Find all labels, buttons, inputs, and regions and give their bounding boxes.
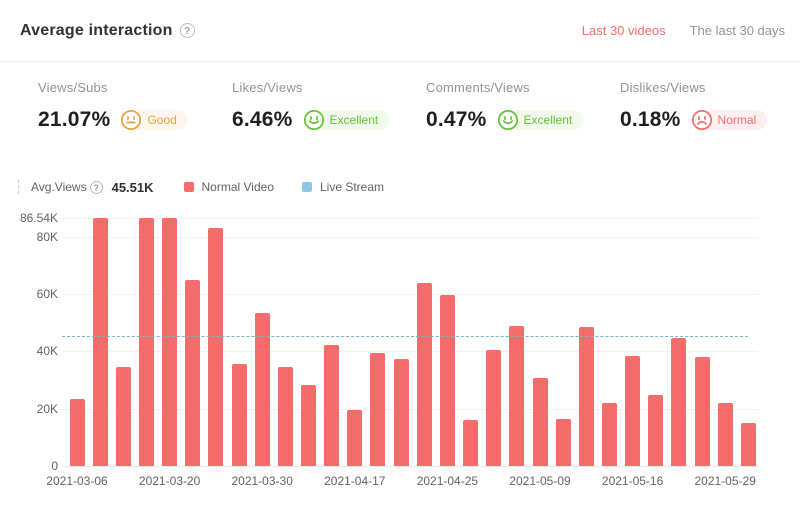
rating-label: Excellent [312, 110, 390, 130]
y-axis-tick-label: 80K [36, 229, 58, 244]
gridline [62, 408, 758, 410]
chart-bar[interactable] [509, 325, 525, 466]
stat-comments-views: Comments/Views 0.47% Excellent [426, 80, 620, 132]
chart-bar[interactable] [185, 279, 201, 466]
chart-bar[interactable] [671, 337, 687, 466]
rating-badge: Normal [691, 109, 768, 131]
stat-label: Dislikes/Views [620, 80, 706, 95]
happy-face-icon [497, 109, 519, 131]
gridline [62, 236, 758, 238]
chart-bar[interactable] [578, 326, 594, 466]
chart-bar[interactable] [208, 228, 224, 466]
y-axis-tick-label: 0 [51, 459, 58, 473]
chart-bar[interactable] [694, 357, 710, 466]
legend-label: Live Stream [320, 180, 385, 194]
chart-bar[interactable] [416, 282, 432, 466]
x-axis-tick-label: 2021-03-30 [231, 474, 293, 488]
stat-value: 0.18% [620, 108, 681, 131]
chart-bar[interactable] [254, 312, 270, 466]
stat-label: Likes/Views [232, 80, 303, 95]
chart-bar[interactable] [301, 384, 316, 466]
happy-face-icon [303, 109, 325, 131]
page-title: Average interaction [20, 21, 173, 39]
rating-label: Good [130, 110, 188, 130]
chart-bar[interactable] [486, 349, 502, 466]
stats-row: Views/Subs 21.07% Good Likes/Views 6.46%… [38, 80, 800, 132]
range-tabs: Last 30 videos The last 30 days [582, 23, 785, 38]
y-axis-tick-label: 60K [36, 287, 58, 302]
panel-header: Average interaction ? Last 30 videos The… [0, 0, 800, 62]
live-stream-swatch-icon [302, 182, 312, 192]
avg-views-label: Avg.Views [31, 180, 87, 194]
legend-item-normal-video[interactable]: Normal Video [183, 180, 274, 194]
stat-likes-views: Likes/Views 6.46% Excellent [232, 80, 426, 132]
sad-face-icon [691, 109, 713, 131]
rating-badge: Good [120, 109, 188, 131]
x-axis-tick-label: 2021-04-25 [416, 474, 479, 488]
chart-bar[interactable] [393, 359, 409, 466]
gridline [62, 351, 758, 353]
chart-bar[interactable] [717, 403, 733, 466]
normal-video-swatch-icon [183, 182, 194, 192]
gridline [62, 294, 758, 296]
rating-badge: Excellent [497, 109, 584, 131]
chart-bar[interactable] [115, 367, 131, 466]
chart-bar[interactable] [138, 218, 154, 466]
gridline [62, 218, 758, 219]
chart-bar[interactable] [625, 355, 641, 466]
chart-bar[interactable] [324, 345, 340, 466]
stat-value: 6.46% [232, 108, 293, 131]
views-bar-chart: 0 20K 40K 60K 80K 86.54K 2021-03-06 2021-03-20 2… [0, 204, 800, 504]
chart-bar[interactable] [231, 364, 247, 466]
x-axis-tick-label: 2021-05-29 [694, 474, 756, 488]
chart-bar[interactable] [69, 398, 85, 466]
x-axis-line [62, 466, 758, 467]
rating-label: Excellent [506, 110, 584, 130]
avg-views-line [62, 335, 748, 337]
y-axis-tick-label: 40K [36, 344, 58, 359]
chart-bar[interactable] [347, 410, 363, 466]
x-axis-tick-label: 2021-03-06 [46, 474, 108, 488]
chart-bar[interactable] [162, 218, 178, 466]
chart-bar[interactable] [92, 218, 108, 466]
chart-bar[interactable] [370, 352, 386, 466]
chart-bar[interactable] [740, 423, 756, 466]
rating-badge: Excellent [303, 109, 390, 131]
x-axis-tick-label: 2021-03-20 [138, 474, 201, 488]
stat-label: Views/Subs [38, 80, 108, 95]
chart-bar[interactable] [555, 419, 571, 466]
chart-legend: Avg.Views ? 45.51K Normal Video Live Str… [18, 178, 384, 196]
avg-views-value: 45.51K [111, 179, 154, 195]
y-axis-tick-label: 86.54K [19, 211, 58, 225]
legend-label: Normal Video [201, 180, 274, 194]
rating-label: Normal [700, 110, 768, 130]
stat-label: Comments/Views [426, 80, 530, 95]
stat-value: 21.07% [38, 108, 111, 131]
neutral-face-icon [120, 109, 142, 131]
chart-bar[interactable] [601, 402, 617, 466]
x-axis-tick-label: 2021-05-16 [601, 474, 664, 488]
x-axis-tick-label: 2021-05-09 [509, 474, 571, 488]
legend-item-live-stream[interactable]: Live Stream [302, 180, 384, 194]
chart-bar[interactable] [463, 419, 478, 466]
help-icon[interactable]: ? [89, 180, 103, 194]
tab-last-30-days[interactable]: The last 30 days [689, 23, 785, 38]
chart-bar[interactable] [648, 394, 664, 466]
chart-bar[interactable] [439, 294, 455, 466]
help-icon[interactable]: ? [179, 23, 195, 38]
x-axis-tick-label: 2021-04-17 [324, 474, 386, 488]
chart-bar[interactable] [277, 366, 293, 466]
avg-line-icon [18, 180, 20, 194]
stat-dislikes-views: Dislikes/Views 0.18% Normal [620, 80, 800, 132]
stat-views-subs: Views/Subs 21.07% Good [38, 80, 232, 132]
chart-bar[interactable] [532, 378, 548, 466]
y-axis-tick-label: 20K [36, 401, 58, 416]
tab-last-30-videos[interactable]: Last 30 videos [581, 23, 666, 38]
stat-value: 0.47% [426, 108, 487, 131]
